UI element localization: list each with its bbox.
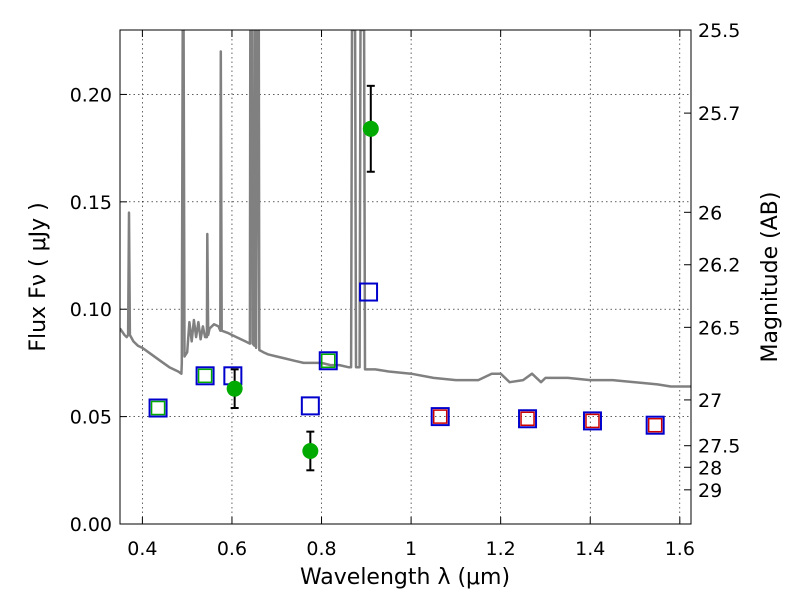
- outer-blue-square: [148, 398, 168, 418]
- outer-blue-square: [195, 366, 215, 386]
- inner-green-square: [320, 353, 336, 369]
- x-axis-label: Wavelength λ (μm): [300, 565, 510, 590]
- model-band-square: [195, 366, 215, 386]
- inner-red-square: [585, 413, 600, 429]
- model-band-square: [582, 411, 602, 431]
- outer-blue-square: [359, 282, 379, 302]
- inner-green-square: [197, 368, 213, 384]
- model-band-square: [300, 396, 320, 416]
- observed-marker: [362, 120, 379, 137]
- inner-green-square: [150, 400, 166, 416]
- outer-blue-square: [582, 411, 602, 431]
- y2-tick-label: 27.5: [698, 436, 740, 458]
- grid-lines: [120, 30, 691, 525]
- y-tick-label: 0.20: [70, 84, 112, 106]
- observed-point: [362, 84, 379, 173]
- x-tick-label: 1.2: [486, 538, 516, 560]
- model-band-square: [430, 407, 450, 427]
- outer-blue-square: [430, 407, 450, 427]
- observed-marker: [226, 380, 243, 397]
- y2-axis-label: Magnitude (AB): [758, 192, 783, 363]
- x-tick-label: 1.4: [575, 538, 605, 560]
- inner-red-square: [647, 417, 663, 433]
- outer-blue-square: [518, 409, 538, 429]
- outer-blue-square: [645, 415, 665, 435]
- y-axis-label: Flux Fν ( μJy ): [26, 202, 51, 351]
- y2-tick-label: 26.2: [698, 255, 740, 277]
- y2-tick-label: 26.5: [698, 317, 740, 339]
- y-tick-label: 0.10: [70, 299, 112, 321]
- plot-area: [120, 30, 691, 472]
- y2-tick-label: 28: [698, 457, 722, 479]
- outer-blue-square: [318, 351, 338, 371]
- y2-tick-label: 27: [698, 390, 722, 412]
- model-band-square: [518, 409, 538, 429]
- model-band-square: [359, 282, 379, 302]
- observed-marker: [302, 442, 319, 459]
- y-tick-label: 0.05: [70, 407, 112, 429]
- y2-tick-label: 26: [698, 202, 722, 224]
- plot-frame: [119, 29, 692, 525]
- outer-blue-square: [300, 396, 320, 416]
- y-tick-label: 0.15: [70, 192, 112, 214]
- y-tick-label: 0.00: [70, 514, 112, 536]
- x-tick-label: 1.6: [665, 538, 695, 560]
- y2-tick-label: 25.7: [698, 103, 740, 125]
- observed-point: [226, 368, 243, 410]
- inner-red-square: [432, 409, 448, 424]
- x-tick-label: 0.4: [127, 538, 157, 560]
- x-tick-label: 1: [405, 538, 417, 560]
- observed-point: [302, 430, 319, 472]
- inner-red-square: [520, 411, 535, 427]
- model-band-square: [318, 351, 338, 371]
- model-sed-line: [120, 30, 691, 388]
- x-tick-label: 0.6: [217, 538, 247, 560]
- x-tick-label: 0.8: [306, 538, 336, 560]
- model-band-square: [645, 415, 665, 435]
- axes: 0.4 0.6 0.8 1 1.2 1.4 1.6 0.00 0.05 0.10 0.15 0.20 2…: [70, 20, 741, 560]
- y2-tick-label: 25.5: [698, 20, 740, 42]
- y2-tick-label: 29: [698, 480, 722, 502]
- model-band-square: [148, 398, 168, 418]
